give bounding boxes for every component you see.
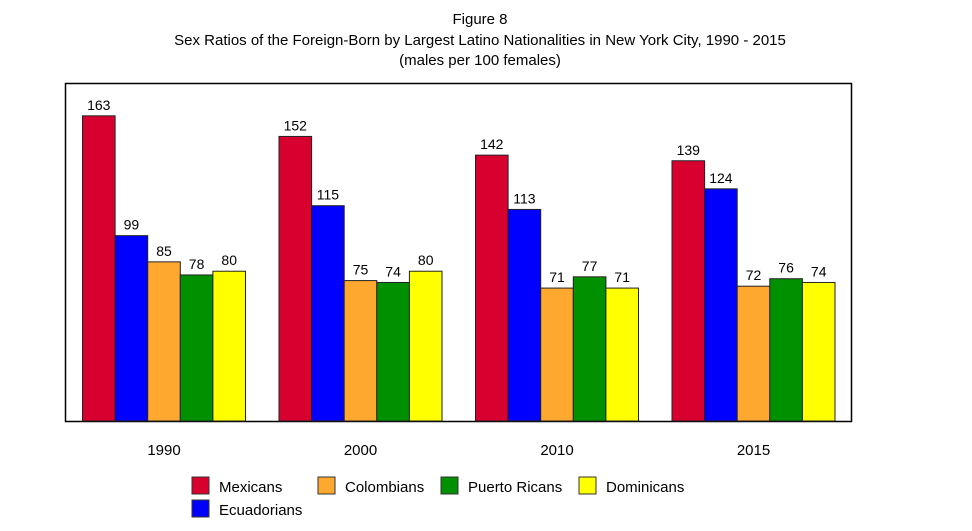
- bar-mexicans-2000: [278, 135, 313, 422]
- bar-mexicans-2015: [671, 160, 706, 422]
- legend-swatch: [191, 476, 210, 495]
- bar-puerto-ricans-2010: [572, 276, 607, 422]
- legend-label: Mexicans: [219, 479, 282, 496]
- bar-colombians-2000: [343, 280, 378, 422]
- legend-swatch: [317, 476, 336, 495]
- data-label: 75: [353, 262, 369, 278]
- data-label: 163: [87, 97, 111, 113]
- bar-colombians-2010: [540, 287, 574, 422]
- data-label: 115: [317, 187, 340, 203]
- bar-puerto-ricans-2015: [769, 278, 803, 422]
- data-label: 139: [677, 142, 701, 158]
- legend-label: Dominicans: [606, 479, 684, 496]
- data-label: 71: [614, 269, 630, 285]
- legend-label: Puerto Ricans: [468, 479, 562, 496]
- bar-mexicans-1990: [82, 115, 116, 422]
- data-label: 74: [811, 263, 827, 279]
- data-label: 80: [418, 252, 434, 268]
- x-tick-label: 2010: [540, 442, 573, 459]
- bar-dominicans-2000: [408, 270, 443, 422]
- chart-title: Figure 8: [452, 11, 507, 28]
- data-label: 77: [582, 258, 598, 274]
- bar-puerto-ricans-2000: [376, 281, 410, 422]
- bar-ecuadorians-2000: [311, 205, 345, 422]
- data-label: 80: [221, 252, 237, 268]
- data-label: 78: [189, 256, 205, 272]
- legend-swatch: [578, 476, 597, 495]
- data-label: 71: [549, 269, 565, 285]
- bar-colombians-1990: [147, 261, 181, 422]
- legend-swatch: [440, 476, 459, 495]
- bar-ecuadorians-1990: [114, 235, 149, 422]
- bar-dominicans-2015: [801, 281, 836, 422]
- data-label: 152: [284, 117, 308, 133]
- bar-dominicans-2010: [605, 287, 640, 422]
- data-label: 113: [513, 190, 536, 206]
- x-tick-label: 2015: [737, 442, 770, 459]
- bar-mexicans-2010: [475, 154, 509, 422]
- data-label: 99: [124, 217, 140, 233]
- data-label: 124: [709, 170, 733, 186]
- bar-colombians-2015: [736, 285, 771, 422]
- data-label: 142: [480, 136, 504, 152]
- x-tick-label: 1990: [147, 442, 180, 459]
- bar-ecuadorians-2010: [507, 208, 542, 422]
- chart-subtitle: Sex Ratios of the Foreign-Born by Larges…: [174, 32, 786, 49]
- x-tick-label: 2000: [344, 442, 377, 459]
- data-label: 74: [385, 263, 401, 279]
- plot-frame: [64, 82, 853, 423]
- legend-label: Colombians: [345, 479, 424, 496]
- chart-subtitle-units: (males per 100 females): [399, 52, 561, 69]
- data-label: 85: [156, 243, 172, 259]
- data-label: 72: [746, 267, 762, 283]
- bar-puerto-ricans-1990: [179, 274, 214, 422]
- legend-label: Ecuadorians: [219, 502, 302, 519]
- bar-dominicans-1990: [212, 270, 246, 422]
- data-label: 76: [778, 260, 794, 276]
- legend-swatch: [191, 499, 210, 518]
- bar-ecuadorians-2015: [704, 188, 738, 422]
